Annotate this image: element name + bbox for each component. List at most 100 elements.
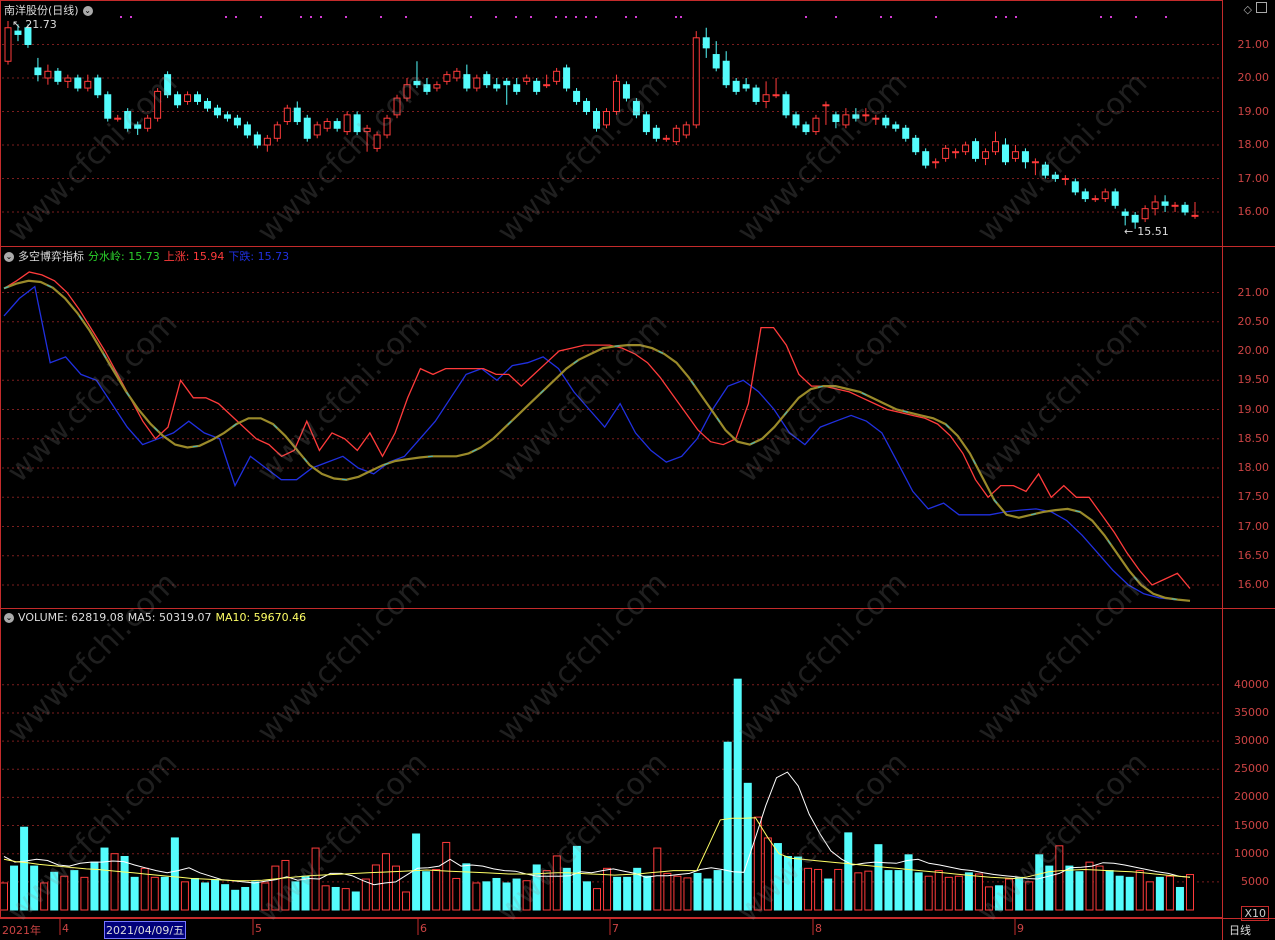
candle-body xyxy=(652,127,660,139)
candle-body xyxy=(702,37,710,49)
candle-body xyxy=(233,117,241,126)
volume-bar xyxy=(984,886,993,911)
volume-bar xyxy=(1175,886,1184,911)
candle-body xyxy=(533,80,541,92)
candle-body xyxy=(712,54,720,69)
volume-bar xyxy=(180,881,189,911)
candle-body xyxy=(203,100,211,109)
volume-bar xyxy=(241,886,250,911)
high-price-label: ↖ 21.73 xyxy=(12,18,61,31)
volume-bar xyxy=(482,881,491,911)
volume-bar xyxy=(633,867,642,911)
signal-dot xyxy=(345,16,347,18)
signal-dot xyxy=(300,16,302,18)
candle-body xyxy=(1071,181,1079,193)
candle-body xyxy=(174,94,182,106)
candle-body xyxy=(54,70,62,82)
ma5-line xyxy=(3,771,1191,886)
candle-body xyxy=(194,94,202,102)
volume-bar xyxy=(80,876,89,911)
candle-body xyxy=(583,100,591,112)
volume-series[interactable] xyxy=(0,678,1194,911)
volume-bar xyxy=(110,853,119,911)
volume-bar xyxy=(653,847,662,911)
volume-bar xyxy=(733,678,742,911)
volume-bar xyxy=(1085,861,1094,911)
volume-bar xyxy=(301,875,310,911)
candle-body xyxy=(343,114,351,133)
candle-body xyxy=(493,84,501,89)
signal-dot xyxy=(595,16,597,18)
candle-body xyxy=(1161,201,1169,206)
indicator-panel-header: ⌄ 多空博弈指标 分水岭: 15.73 上涨: 15.94 下跌: 15.73 xyxy=(4,248,293,264)
candle-body xyxy=(253,134,261,146)
signal-dot xyxy=(625,16,627,18)
volume-bar xyxy=(723,741,732,911)
volume-bar xyxy=(462,863,471,911)
month-label: 7 xyxy=(612,922,619,935)
volume-tick-label: 10000 xyxy=(1234,846,1269,860)
signal-dot xyxy=(575,16,577,18)
candle-body xyxy=(243,124,251,136)
candle-body xyxy=(293,107,301,123)
candle-body xyxy=(24,27,32,45)
ma10-label: MA10: 59670.46 xyxy=(215,611,307,624)
candle-body xyxy=(1041,164,1049,176)
signal-dot xyxy=(405,16,407,18)
volume-bar xyxy=(683,877,692,911)
candle-body xyxy=(742,84,750,89)
indicator-series[interactable] xyxy=(3,271,1191,602)
volume-bar xyxy=(1155,876,1164,911)
volume-bar xyxy=(794,856,803,911)
candlestick-series[interactable] xyxy=(4,21,1199,229)
volume-bar xyxy=(623,876,632,911)
candle-body xyxy=(952,151,960,154)
indicator-tick-label: 19.00 xyxy=(1237,402,1270,416)
candle-body xyxy=(223,114,231,119)
candle-body xyxy=(642,114,650,133)
indicator-name: 多空博弈指标 xyxy=(18,250,84,263)
candle-body xyxy=(74,77,82,89)
restore-icon[interactable] xyxy=(1256,2,1267,13)
candle-body xyxy=(842,114,850,126)
candle-body xyxy=(972,141,980,159)
month-label: 6 xyxy=(420,922,427,935)
signal-dot xyxy=(1135,16,1137,18)
volume-bar xyxy=(432,868,441,911)
diamond-icon[interactable]: ◇ xyxy=(1243,3,1252,16)
candle-body xyxy=(862,114,870,117)
volume-label: VOLUME: 62819.08 xyxy=(18,611,124,624)
cursor-date: 2021/04/09/五 xyxy=(104,921,187,939)
candle-body xyxy=(144,117,152,129)
volume-bar xyxy=(351,891,360,911)
volume-bar xyxy=(743,782,752,911)
volume-tick-label: 5000 xyxy=(1241,874,1269,888)
volume-bar xyxy=(1135,870,1144,911)
candle-body xyxy=(483,74,491,86)
candle-body xyxy=(1061,178,1069,180)
signal-dot xyxy=(380,16,382,18)
volume-bar xyxy=(40,882,49,911)
chevron-down-icon[interactable]: ⌄ xyxy=(82,6,93,16)
signal-dot xyxy=(470,16,472,18)
candle-body xyxy=(602,111,610,126)
volume-bar xyxy=(572,845,581,911)
ma10-line xyxy=(3,817,1191,882)
up-line xyxy=(3,271,1191,589)
candle-body xyxy=(323,121,331,129)
candle-body xyxy=(453,70,461,79)
volume-bar xyxy=(1105,870,1114,911)
candle-body xyxy=(622,84,630,99)
chevron-down-icon[interactable]: ⌄ xyxy=(4,613,14,623)
volume-bar xyxy=(251,881,260,911)
volume-bar xyxy=(10,865,19,911)
chevron-down-icon[interactable]: ⌄ xyxy=(4,252,14,262)
year-label: 2021年 xyxy=(2,924,41,937)
window-controls[interactable]: ◇ xyxy=(1244,2,1271,16)
low-label-text: 15.51 xyxy=(1137,225,1169,238)
candle-body xyxy=(553,70,561,82)
volume-bar xyxy=(60,875,69,911)
volume-bar xyxy=(261,882,270,911)
indicator-tick-label: 19.50 xyxy=(1237,373,1270,387)
candle-body xyxy=(213,107,221,116)
